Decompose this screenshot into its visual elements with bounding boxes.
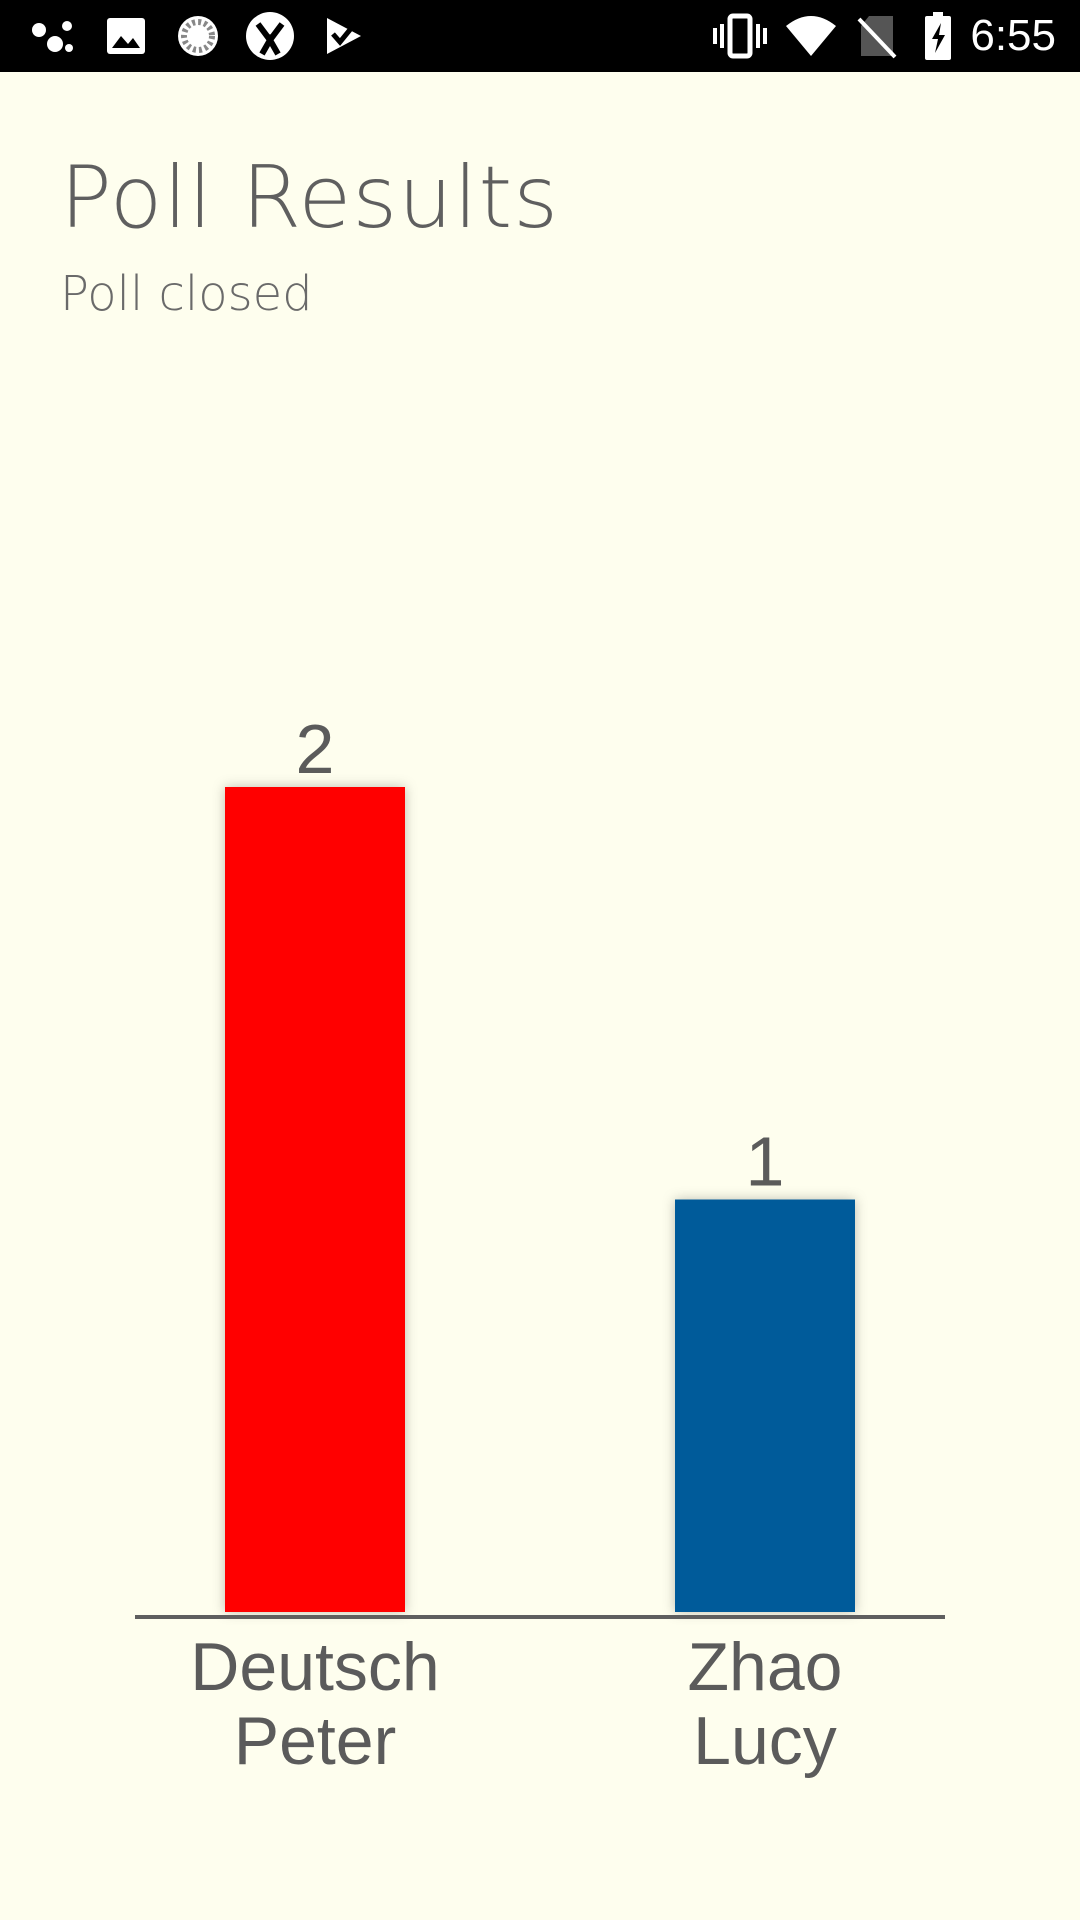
checkmark-flag-icon — [322, 10, 366, 62]
page-title: Poll Results — [60, 148, 560, 248]
category-label-1-line-2: Peter — [234, 1703, 397, 1779]
chart-bar-2 — [675, 1199, 855, 1612]
category-label-1-line-1: Deutsch — [190, 1629, 439, 1705]
category-label-2-line-1: Zhao — [688, 1629, 843, 1705]
loading-circle-icon — [174, 10, 222, 62]
wifi-icon — [784, 10, 838, 62]
image-icon — [104, 10, 148, 62]
sync-app-icon — [244, 10, 296, 62]
bar-value-label-1: 2 — [296, 710, 335, 788]
category-label-2-line-2: Lucy — [693, 1703, 837, 1779]
vibrate-icon — [712, 10, 768, 62]
status-time: 6:55 — [970, 11, 1056, 60]
no-sim-icon — [856, 10, 898, 62]
chart-bar-1 — [225, 787, 405, 1612]
poll-status-text: Poll closed — [60, 266, 313, 322]
status-bar: 6:55 — [0, 0, 1080, 72]
bar-value-label-2: 1 — [746, 1123, 785, 1201]
assistant-dots-icon — [28, 10, 78, 62]
battery-charging-icon — [922, 10, 954, 62]
